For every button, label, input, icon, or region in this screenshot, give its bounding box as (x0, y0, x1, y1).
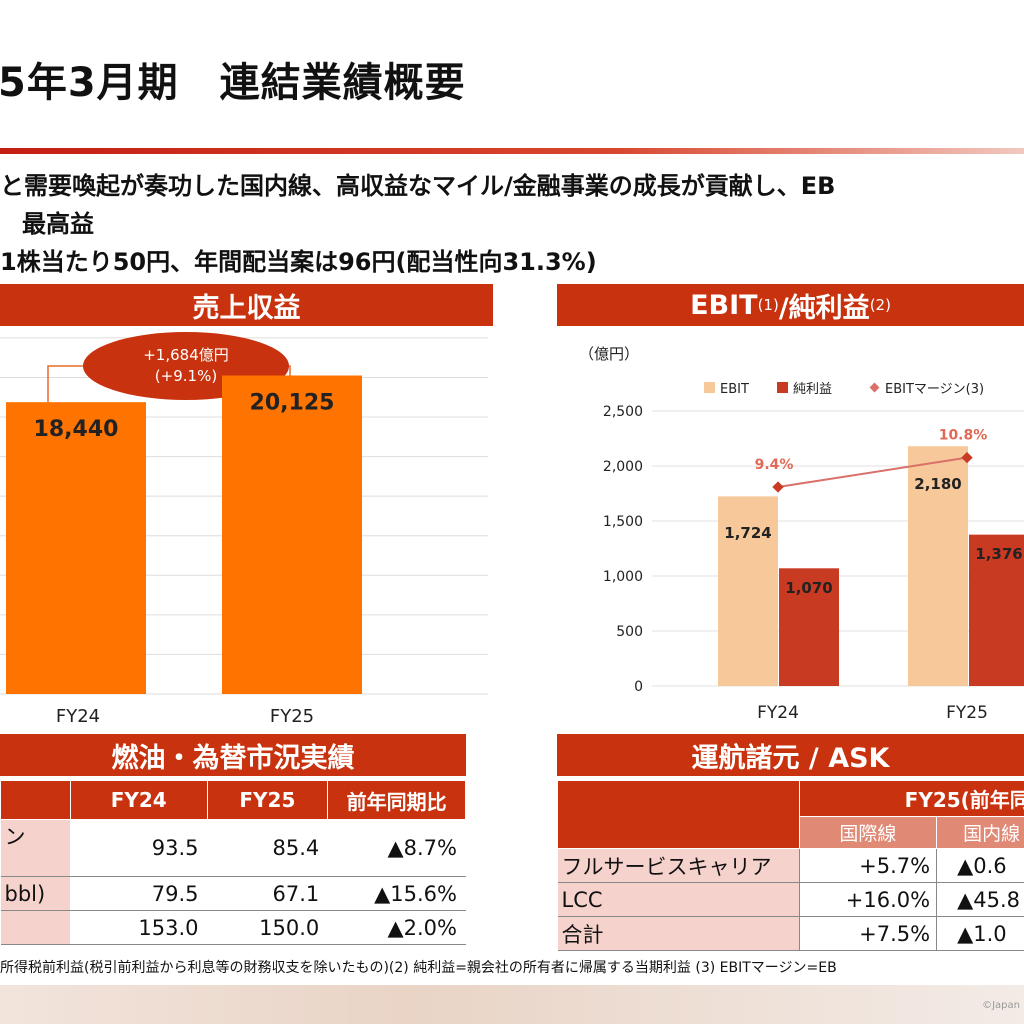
ebit-unit-label: （億円） (579, 345, 639, 363)
fuel-row-label: bbl) (0, 876, 71, 911)
legend-label: 純利益 (793, 382, 832, 397)
legend-label: EBIT (720, 382, 749, 397)
revenue-category-label: FY25 (270, 706, 314, 727)
ebit-ytick-label: 2,000 (603, 459, 643, 475)
ebit-category-label: FY25 (946, 703, 988, 723)
revenue-header: 売上収益 (0, 284, 493, 326)
margin-line (777, 456, 968, 488)
fuel-row-label: ン (0, 819, 71, 877)
margin-label: 10.8% (939, 428, 988, 444)
legend-swatch (704, 382, 715, 393)
ebit-header-sup1: (1) (757, 296, 779, 314)
revenue-bar (222, 375, 362, 694)
ask-row-label: LCC (557, 882, 800, 917)
table-row: ン 93.5 85.4 ▲8.7% (0, 819, 466, 877)
ebit-bar (908, 446, 968, 686)
ask-table: FY25(前年同 国際線 国内線 フルサービスキャリア +5.7% ▲0.6 L… (557, 780, 1024, 951)
fuel-header-label: 燃油・為替市況実績 (111, 742, 355, 774)
fuel-cell: 150.0 (206, 910, 329, 945)
fuel-col-fy24: FY24 (69, 780, 208, 820)
fuel-row-label (0, 910, 71, 945)
ebit-bar-label: 2,180 (914, 475, 961, 493)
revenue-chart: +1,684億円 (+9.1%) 18,440 FY24 20,125 FY25 (0, 332, 488, 727)
revenue-bar (6, 402, 146, 694)
ask-cell: ▲45.8 (936, 882, 1024, 917)
ask-cell: +5.7% (798, 848, 937, 883)
ebit-ytick-label: 1,000 (603, 569, 643, 585)
title-divider (0, 148, 1024, 154)
fuel-table: FY24 FY25 前年同期比 ン 93.5 85.4 ▲8.7% bbl) 7… (0, 780, 466, 945)
ask-cell: ▲0.6 (936, 848, 1024, 883)
summary-line-1: と需要喚起が奏功した国内線、高収益なマイル/金融事業の成長が貢献し、EB (0, 172, 836, 200)
fuel-cell: 93.5 (69, 819, 208, 877)
revenue-bar-label: 18,440 (34, 417, 119, 442)
ask-row-label: フルサービスキャリア (557, 848, 800, 883)
fuel-cell: 85.4 (206, 819, 329, 877)
ask-cell: ▲1.0 (936, 916, 1024, 951)
ask-cell: +16.0% (798, 882, 937, 917)
revenue-bar-label: 20,125 (250, 391, 335, 416)
fuel-table-header-row: FY24 FY25 前年同期比 (0, 780, 466, 820)
ebit-bar-label: 1,070 (785, 579, 832, 597)
fuel-col-fy25: FY25 (206, 780, 329, 820)
ebit-header-sup2: (2) (869, 296, 891, 314)
legend-label: EBITマージン(3) (885, 382, 984, 397)
ebit-ytick-label: 2,500 (603, 404, 643, 420)
page-title: 5年3月期 連結業績概要 (0, 60, 466, 106)
ebit-ytick-label: 1,500 (603, 514, 643, 530)
fuel-cell: 153.0 (69, 910, 208, 945)
table-row: LCC +16.0% ▲45.8 (557, 882, 1024, 917)
ebit-chart: （億円） EBIT 純利益 EBITマージン(3) 2,500 2,000 1,500 1… (579, 345, 1024, 723)
ask-header: 運航諸元 / ASK (557, 734, 1024, 776)
margin-label: 9.4% (755, 457, 794, 473)
table-row: bbl) 79.5 67.1 ▲15.6% (0, 876, 466, 911)
ebit-header-mid: /純利益 (778, 292, 870, 324)
ask-row-label: 合計 (557, 916, 800, 951)
fuel-cell: 79.5 (69, 876, 208, 911)
revenue-callout-line1: +1,684億円 (143, 346, 229, 364)
ebit-bar (718, 496, 778, 686)
ask-header-label: 運航諸元 / ASK (691, 742, 890, 774)
summary-line-3: 1株当たり50円、年間配当案は96円(配当性向31.3%) (0, 248, 597, 276)
fuel-cell: ▲8.7% (327, 819, 466, 877)
footer-band (0, 985, 1024, 1024)
fuel-cell: 67.1 (206, 876, 329, 911)
ask-subheader-row: 国際線 国内線 (558, 816, 1024, 849)
ebit-category-label: FY24 (757, 703, 799, 723)
ask-col-blank (557, 780, 800, 849)
net-income-bar (779, 568, 839, 686)
summary-line-2: 最高益 (22, 210, 94, 238)
ask-group-header: FY25(前年同 (798, 780, 1024, 817)
ask-table-header-row: FY25(前年同 (557, 780, 1024, 849)
revenue-header-label: 売上収益 (192, 292, 301, 324)
fuel-cell: ▲2.0% (327, 910, 466, 945)
revenue-category-label: FY24 (56, 706, 100, 727)
net-income-bar (969, 534, 1024, 686)
ebit-header: EBIT (1)/純利益 (2) (557, 284, 1024, 326)
ebit-bar-label: 1,724 (724, 524, 771, 542)
fuel-col-yoy: 前年同期比 (327, 780, 466, 820)
fuel-cell: ▲15.6% (327, 876, 466, 911)
margin-point (772, 481, 784, 493)
ebit-ytick-label: 0 (634, 679, 643, 695)
ask-col-intl: 国際線 (798, 816, 938, 849)
fuel-header: 燃油・為替市況実績 (0, 734, 466, 776)
ebit-bar-label: 1,376 (975, 545, 1022, 563)
table-row: 153.0 150.0 ▲2.0% (0, 910, 466, 945)
revenue-callout-line2: (+9.1%) (155, 367, 217, 385)
table-row: フルサービスキャリア +5.7% ▲0.6 (557, 848, 1024, 883)
table-row: 合計 +7.5% ▲1.0 (557, 916, 1024, 951)
revenue-bracket (47, 365, 291, 403)
ebit-header-main: EBIT (690, 289, 758, 321)
legend-marker (869, 382, 880, 393)
copyright: ©Japan (982, 1000, 1020, 1011)
footnote: 所得税前利益(税引前利益から利息等の財務収支を除いたもの)(2) 純利益=親会社… (0, 960, 837, 976)
ebit-ytick-label: 500 (616, 624, 643, 640)
ask-cell: +7.5% (798, 916, 937, 951)
fuel-col-label (0, 780, 71, 820)
ask-col-dom: 国内線 (936, 816, 1024, 849)
legend-swatch (777, 382, 788, 393)
